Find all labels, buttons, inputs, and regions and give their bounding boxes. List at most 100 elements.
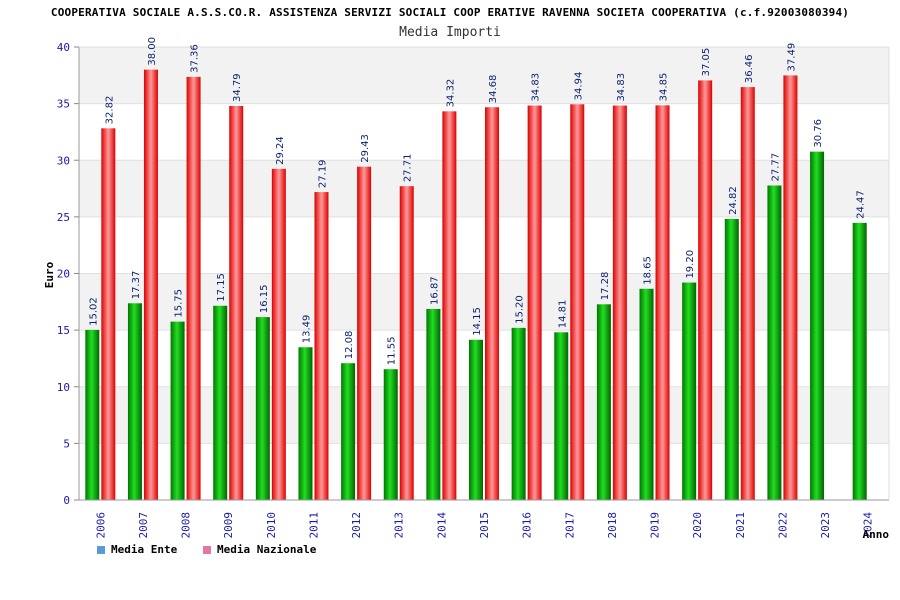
data-label: 34.85 bbox=[659, 73, 670, 102]
legend-label-media-nazionale: Media Nazionale bbox=[217, 543, 317, 556]
x-tick-label: 2014 bbox=[435, 512, 448, 539]
data-label: 24.82 bbox=[728, 186, 739, 215]
data-label: 12.08 bbox=[344, 331, 355, 360]
bar-media-nazionale bbox=[442, 111, 457, 501]
bar-media-nazionale bbox=[783, 75, 798, 500]
x-tick-label: 2018 bbox=[606, 512, 619, 539]
data-label: 34.94 bbox=[573, 72, 584, 101]
x-tick-label: 2016 bbox=[521, 512, 534, 539]
bar-media-nazionale bbox=[186, 76, 201, 500]
data-label: 17.28 bbox=[600, 272, 611, 301]
data-label: 37.05 bbox=[701, 48, 712, 77]
legend-swatch-media-ente bbox=[97, 546, 105, 554]
x-tick-label: 2019 bbox=[649, 512, 662, 539]
x-tick-label: 2012 bbox=[350, 512, 363, 539]
x-tick-label: 2010 bbox=[265, 512, 278, 539]
bar-media-nazionale bbox=[612, 105, 627, 501]
legend-label-media-ente: Media Ente bbox=[111, 543, 178, 556]
bar-media-ente bbox=[810, 151, 825, 500]
data-label: 27.77 bbox=[770, 153, 781, 182]
bar-media-ente bbox=[511, 327, 526, 500]
bar-media-ente bbox=[341, 363, 356, 500]
bar-media-nazionale bbox=[229, 106, 244, 501]
bar-media-nazionale bbox=[655, 105, 670, 500]
y-tick-label: 5 bbox=[63, 437, 70, 450]
data-label: 30.76 bbox=[813, 119, 824, 148]
bar-media-nazionale bbox=[485, 107, 499, 501]
chart-title: COOPERATIVA SOCIALE A.S.S.CO.R. ASSISTEN… bbox=[50, 6, 850, 19]
data-label: 18.65 bbox=[643, 256, 654, 285]
bar-media-ente bbox=[682, 282, 697, 500]
legend-item-media-nazionale: Media Nazionale bbox=[203, 543, 316, 556]
bar-media-ente bbox=[469, 339, 483, 500]
y-axis-label: Euro bbox=[43, 261, 56, 288]
bar-media-nazionale bbox=[357, 166, 372, 500]
data-label: 16.15 bbox=[259, 284, 270, 313]
data-label: 32.82 bbox=[104, 96, 115, 125]
x-tick-labels: 2006 2007 2008 2009 2010 2011 2012 2013 2014 2015… bbox=[94, 512, 874, 539]
bar-media-nazionale bbox=[527, 105, 542, 501]
bar-media-ente bbox=[127, 303, 142, 500]
data-label: 34.83 bbox=[531, 73, 542, 102]
x-tick-label: 2008 bbox=[180, 512, 193, 539]
x-tick-label: 2009 bbox=[222, 512, 235, 539]
x-tick-label: 2006 bbox=[94, 512, 107, 539]
bar-media-nazionale bbox=[314, 192, 329, 501]
y-tick-labels: 0 5 10 15 20 25 30 35 40 bbox=[57, 41, 70, 507]
x-tick-label: 2015 bbox=[478, 512, 491, 539]
y-tick-label: 0 bbox=[63, 494, 70, 507]
data-label: 11.55 bbox=[387, 337, 398, 366]
x-tick-label: 2011 bbox=[307, 512, 320, 539]
data-label: 17.37 bbox=[131, 271, 142, 300]
bar-media-ente bbox=[383, 369, 398, 500]
bar-media-ente bbox=[255, 317, 270, 500]
bar-media-nazionale bbox=[399, 186, 414, 500]
data-labels: 15.02 32.82 17.37 38.00 15.75 37.36 17.15 34.79… bbox=[88, 37, 866, 365]
data-label: 34.79 bbox=[232, 73, 243, 102]
legend-swatch-media-nazionale bbox=[203, 546, 211, 554]
data-label: 19.20 bbox=[685, 250, 696, 279]
bar-media-nazionale bbox=[698, 80, 713, 500]
y-tick-label: 25 bbox=[57, 211, 70, 224]
legend-item-media-ente: Media Ente bbox=[97, 543, 177, 556]
data-label: 14.81 bbox=[557, 300, 568, 329]
y-tick-label: 20 bbox=[57, 268, 70, 281]
data-label: 24.47 bbox=[856, 190, 867, 219]
data-label: 34.83 bbox=[616, 73, 627, 102]
data-label: 27.71 bbox=[403, 154, 414, 183]
y-tick-label: 30 bbox=[57, 154, 70, 167]
bar-media-ente bbox=[596, 304, 611, 500]
data-label: 29.43 bbox=[360, 134, 371, 163]
bar-media-ente bbox=[85, 329, 100, 500]
x-tick-label: 2020 bbox=[691, 512, 704, 539]
data-label: 37.49 bbox=[786, 43, 797, 72]
bar-media-ente bbox=[639, 288, 654, 500]
bar-media-ente bbox=[724, 218, 739, 500]
bar-media-nazionale bbox=[271, 168, 286, 500]
bar-media-ente bbox=[852, 222, 867, 500]
x-tick-label: 2023 bbox=[819, 512, 832, 539]
bar-media-nazionale bbox=[101, 128, 116, 500]
data-label: 14.15 bbox=[472, 307, 483, 336]
bar-media-nazionale bbox=[740, 87, 755, 500]
chart-subtitle: Media Importi bbox=[399, 25, 501, 40]
data-label: 15.02 bbox=[88, 297, 99, 326]
data-label: 36.46 bbox=[744, 54, 755, 83]
bars bbox=[85, 69, 867, 501]
y-tick-label: 40 bbox=[57, 41, 70, 54]
x-tick-label: 2007 bbox=[137, 512, 150, 539]
x-tick-label: 2013 bbox=[393, 512, 406, 539]
x-axis-label: Anno bbox=[863, 528, 890, 541]
data-label: 38.00 bbox=[147, 37, 158, 66]
data-label: 15.75 bbox=[174, 289, 185, 318]
bar-media-ente bbox=[298, 347, 313, 500]
bar-media-nazionale bbox=[143, 69, 158, 501]
y-tick-label: 35 bbox=[57, 98, 70, 111]
y-tick-label: 15 bbox=[57, 324, 70, 337]
x-tick-label: 2017 bbox=[563, 512, 576, 539]
data-label: 37.36 bbox=[190, 44, 201, 73]
data-label: 13.49 bbox=[301, 315, 312, 344]
bar-media-ente bbox=[170, 321, 185, 500]
axes bbox=[78, 46, 890, 501]
